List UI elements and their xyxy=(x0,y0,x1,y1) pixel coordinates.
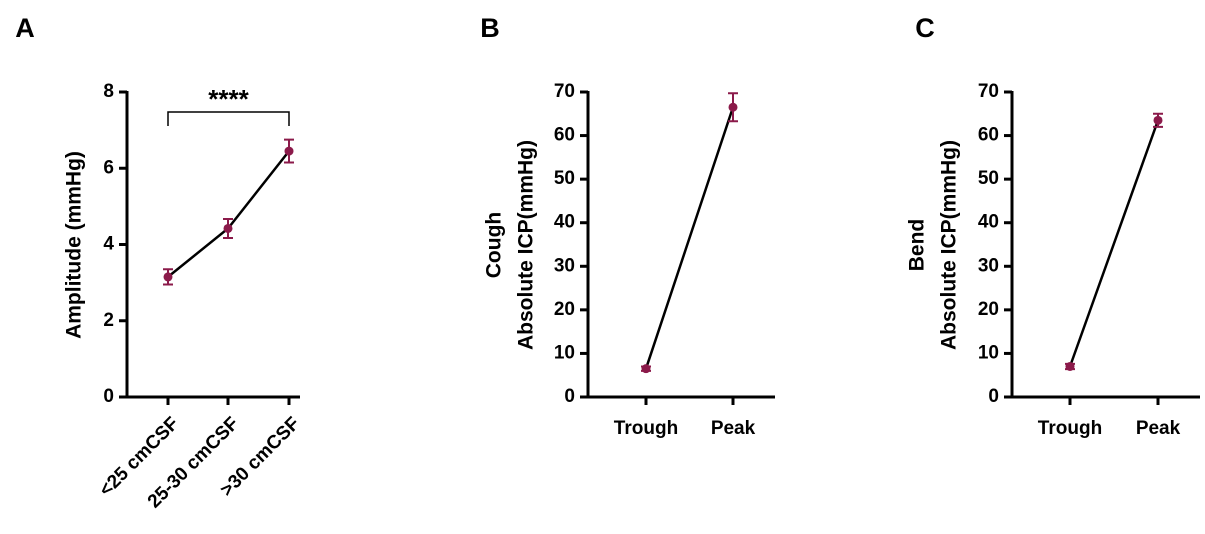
x-tick-label: Trough xyxy=(614,418,678,439)
y-axis-label: Absolute ICP(mmHg) xyxy=(938,140,961,350)
y-tick-label: 0 xyxy=(988,386,999,407)
y-axis-label: Absolute ICP(mmHg) xyxy=(515,140,538,350)
y-tick-label: 10 xyxy=(554,342,575,363)
y-tick-label: 20 xyxy=(978,299,999,320)
y-tick-label: 40 xyxy=(978,212,999,233)
y-tick-label: 10 xyxy=(978,342,999,363)
y-tick-label: 30 xyxy=(554,255,575,276)
y-tick-label: 60 xyxy=(554,125,575,146)
y-tick-label: 60 xyxy=(978,125,999,146)
marker xyxy=(1065,362,1075,371)
y-axis-label: Bend xyxy=(906,219,929,272)
marker xyxy=(223,223,233,233)
significance-label: **** xyxy=(208,84,249,114)
y-tick-label: 70 xyxy=(978,81,999,102)
panel-label: A xyxy=(15,13,35,43)
panel-label: B xyxy=(480,13,500,43)
y-tick-label: 0 xyxy=(103,386,114,407)
y-tick-label: 30 xyxy=(978,255,999,276)
marker xyxy=(1153,115,1163,125)
x-tick-label: Peak xyxy=(1136,418,1181,439)
y-tick-label: 4 xyxy=(103,234,114,255)
x-tick-label: Peak xyxy=(711,418,756,439)
y-tick-label: 50 xyxy=(978,168,999,189)
significance-bracket xyxy=(167,111,290,126)
data-line xyxy=(1068,119,1160,367)
y-tick-label: 2 xyxy=(103,310,114,331)
marker xyxy=(163,272,173,282)
marker xyxy=(641,364,651,374)
data-line xyxy=(644,106,735,370)
y-tick-label: 0 xyxy=(564,386,575,407)
y-axis-label: Cough xyxy=(483,212,506,278)
y-axis-label: Amplitude (mmHg) xyxy=(63,151,86,339)
panel-label: C xyxy=(915,13,935,43)
marker xyxy=(728,102,738,112)
y-tick-label: 8 xyxy=(103,81,114,102)
x-tick-label: Trough xyxy=(1038,418,1102,439)
y-tick-label: 50 xyxy=(554,168,575,189)
y-tick-label: 40 xyxy=(554,212,575,233)
y-tick-label: 70 xyxy=(554,81,575,102)
data-line xyxy=(167,150,290,278)
y-tick-label: 6 xyxy=(103,157,114,178)
marker xyxy=(284,146,294,156)
y-tick-label: 20 xyxy=(554,299,575,320)
